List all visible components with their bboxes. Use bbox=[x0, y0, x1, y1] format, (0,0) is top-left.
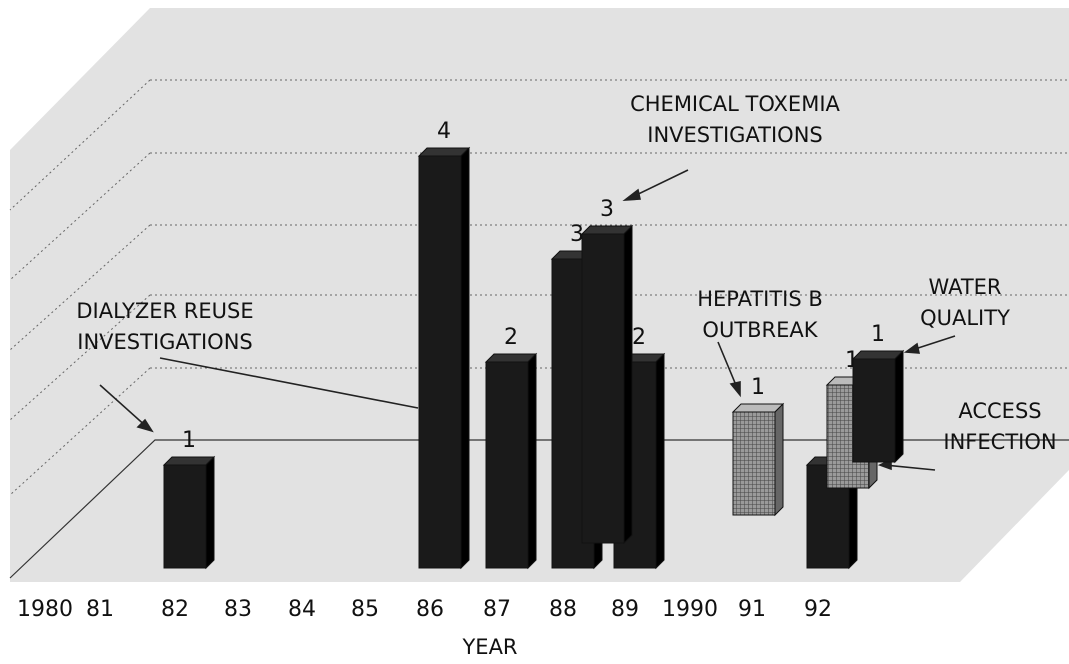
annotation: DIALYZER REUSE bbox=[76, 299, 253, 323]
x-tick-label: 84 bbox=[288, 597, 316, 622]
bar bbox=[484, 352, 538, 570]
bar-side bbox=[623, 224, 633, 545]
x-tick-label: 91 bbox=[738, 597, 766, 622]
annotation: OUTBREAK bbox=[702, 318, 818, 342]
bar-front bbox=[581, 233, 625, 544]
x-tick-label: 89 bbox=[611, 597, 639, 622]
annotation: INVESTIGATIONS bbox=[77, 330, 253, 354]
x-tick-label: 1980 bbox=[17, 597, 73, 622]
x-tick-label: 92 bbox=[804, 597, 832, 622]
value-label: 2 bbox=[632, 325, 646, 350]
floor-panel bbox=[10, 8, 1069, 582]
x-axis-label: YEAR bbox=[461, 635, 517, 659]
value-label: 3 bbox=[600, 197, 614, 222]
bar-front bbox=[852, 358, 896, 463]
x-tick-label: 87 bbox=[483, 597, 511, 622]
x-tick-label: 86 bbox=[416, 597, 444, 622]
bar-side bbox=[894, 349, 904, 464]
x-tick-label: 1990 bbox=[662, 597, 718, 622]
bar-front bbox=[163, 464, 207, 569]
annotation: QUALITY bbox=[920, 306, 1010, 330]
bar-side bbox=[527, 352, 537, 570]
annotation: CHEMICAL TOXEMIA bbox=[630, 92, 840, 116]
x-tick-label: 82 bbox=[161, 597, 189, 622]
x-tick-label: 83 bbox=[224, 597, 252, 622]
x-tick-label: 81 bbox=[86, 597, 114, 622]
annotation: ACCESS bbox=[958, 399, 1041, 423]
dotted-grid bbox=[9, 79, 1069, 496]
value-label: 1 bbox=[871, 322, 885, 347]
value-label: 1 bbox=[751, 375, 765, 400]
annotation: INFECTION bbox=[943, 430, 1056, 454]
value-label: 2 bbox=[504, 325, 518, 350]
bar bbox=[731, 402, 785, 517]
annotation: INVESTIGATIONS bbox=[647, 123, 823, 147]
value-label: 3 bbox=[570, 222, 584, 247]
bar-side bbox=[205, 455, 215, 570]
bar bbox=[162, 455, 216, 570]
bar bbox=[417, 146, 471, 570]
annotation: WATER bbox=[928, 275, 1001, 299]
x-tick-label: 88 bbox=[549, 597, 577, 622]
bar-front bbox=[732, 411, 776, 516]
bar-front bbox=[418, 155, 462, 569]
x-tick-label: 85 bbox=[351, 597, 379, 622]
value-label: 1 bbox=[182, 428, 196, 453]
bar bbox=[851, 349, 905, 464]
bar-side bbox=[460, 146, 470, 570]
annotation: HEPATITIS B bbox=[697, 287, 823, 311]
value-label: 4 bbox=[437, 119, 451, 144]
bar-side bbox=[774, 402, 784, 517]
bar-front bbox=[485, 361, 529, 569]
bar bbox=[580, 224, 634, 545]
bar-side bbox=[655, 352, 665, 570]
